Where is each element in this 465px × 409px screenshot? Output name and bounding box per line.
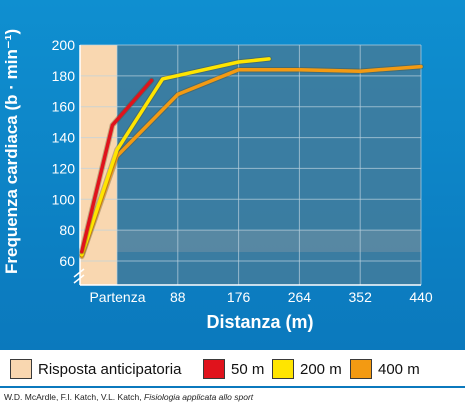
credit-book-title: Fisiologia applicata allo sport bbox=[144, 392, 254, 402]
legend-label: 50 m bbox=[231, 360, 265, 378]
y-tick-label: 180 bbox=[52, 68, 76, 84]
chart-area: 60 80 100 120 140 160 180 200 Partenza 88 176 264 35… bbox=[52, 37, 433, 305]
x-tick-label: 264 bbox=[288, 289, 312, 305]
y-tick-label: 120 bbox=[52, 160, 76, 176]
y-tick-label: 200 bbox=[52, 37, 76, 53]
legend: Risposta anticipatoria 50 m 200 m 400 m bbox=[0, 348, 465, 388]
legend-swatch bbox=[272, 359, 294, 379]
legend-item-200m: 200 m bbox=[272, 359, 342, 379]
legend-item-400m: 400 m bbox=[350, 359, 420, 379]
series-line-50m bbox=[80, 78, 154, 254]
y-tick-label: 160 bbox=[52, 99, 76, 115]
legend-label: 200 m bbox=[300, 360, 342, 378]
series-line-400m bbox=[80, 64, 423, 259]
credit-authors: W.D. McArdle, F.I. Katch, V.L. Katch, bbox=[4, 392, 142, 402]
plot-background-band bbox=[80, 230, 421, 252]
source-credit: W.D. McArdle, F.I. Katch, V.L. Katch, Fi… bbox=[4, 392, 253, 402]
y-axis-label: Frequenza cardiaca (b · min⁻¹) bbox=[2, 28, 21, 274]
x-tick-label: 176 bbox=[227, 289, 251, 305]
legend-item-50m: 50 m bbox=[203, 359, 264, 379]
y-tick-label: 60 bbox=[59, 253, 75, 269]
series-line-200m bbox=[80, 57, 271, 257]
legend-label: 400 m bbox=[378, 360, 420, 378]
legend-swatch bbox=[203, 359, 225, 379]
axis-break-mark bbox=[73, 268, 85, 278]
y-tick-label: 80 bbox=[59, 222, 75, 238]
x-tick-label: 88 bbox=[170, 289, 186, 305]
x-tick-label: 440 bbox=[409, 289, 433, 305]
legend-label: Risposta anticipatoria bbox=[38, 360, 182, 378]
legend-swatch bbox=[350, 359, 372, 379]
legend-swatch bbox=[10, 359, 32, 379]
x-tick-label: Partenza bbox=[89, 289, 145, 305]
legend-item-anticipatory: Risposta anticipatoria bbox=[10, 359, 181, 379]
x-tick-label: 352 bbox=[349, 289, 373, 305]
y-tick-label: 100 bbox=[52, 191, 76, 207]
y-tick-label: 140 bbox=[52, 130, 76, 146]
chart-panel: 60 80 100 120 140 160 180 200 Partenza 88 176 264 35… bbox=[0, 0, 465, 348]
x-axis-label: Distanza (m) bbox=[206, 312, 314, 332]
axis-break-mark bbox=[73, 274, 85, 284]
